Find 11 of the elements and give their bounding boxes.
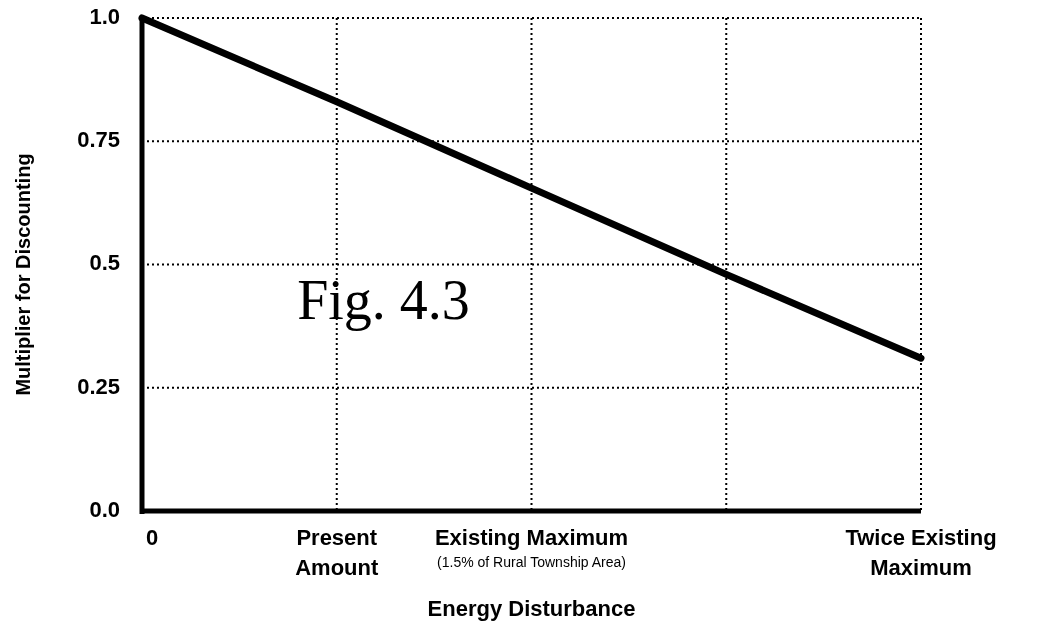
annotation: Fig. 4.3 — [297, 268, 470, 331]
y-tick-label: 0.0 — [89, 496, 120, 522]
y-axis-title: Multiplier for Discounting — [12, 153, 34, 396]
x-tick-label: Present Amount — [295, 525, 379, 580]
y-tick-label: 0.25 — [77, 373, 120, 399]
x-tick-label: Twice Existing Maximum — [845, 525, 997, 580]
y-tick-label: 0.5 — [89, 250, 120, 276]
x-axis-title: Energy Disturbance — [427, 596, 636, 621]
y-tick-label: 1.0 — [89, 3, 120, 29]
y-tick-label: 0.75 — [77, 127, 120, 153]
x-tick-label: 0 — [145, 525, 159, 550]
